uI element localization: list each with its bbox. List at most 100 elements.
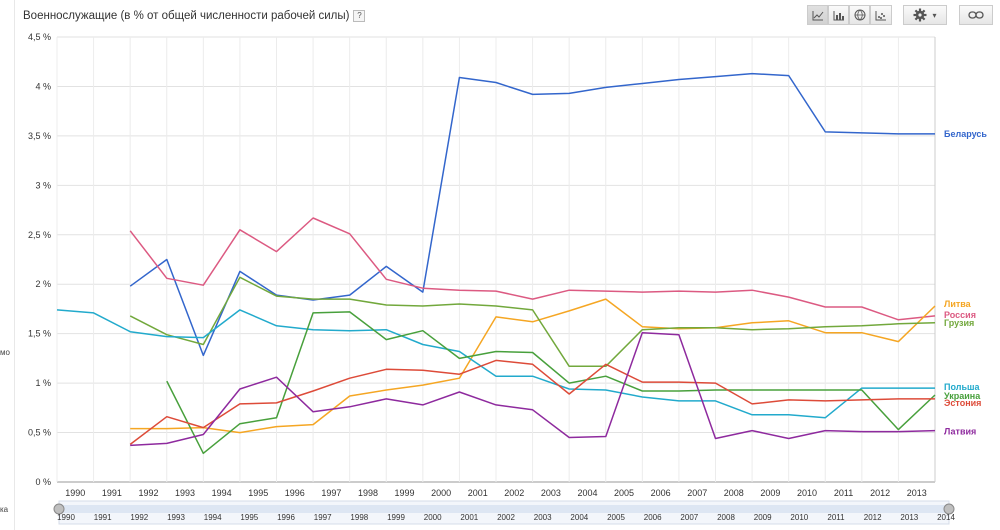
link-button[interactable] — [959, 5, 993, 25]
x-tick-label: 1994 — [212, 488, 232, 498]
x-tick-label: 2011 — [834, 488, 853, 498]
y-tick-label: 1,5 % — [28, 329, 51, 339]
series-line — [129, 359, 935, 445]
timeline-label: 2014 — [937, 513, 955, 522]
timeline-label: 2002 — [497, 513, 515, 522]
x-tick-label: 1992 — [138, 488, 158, 498]
timeline-label: 2005 — [607, 513, 625, 522]
series-line — [166, 311, 936, 455]
line-chart-icon — [812, 10, 823, 20]
grid — [56, 36, 936, 483]
y-tick-label: 2 % — [35, 279, 51, 289]
timeline-label: 2013 — [900, 513, 918, 522]
bar-chart-icon — [833, 10, 844, 20]
timeline-label: 1997 — [314, 513, 332, 522]
map-icon — [854, 9, 865, 21]
y-tick-label: 1 % — [35, 378, 51, 388]
series-line — [129, 276, 936, 368]
timeline-label: 2008 — [717, 513, 735, 522]
series-label: Латвия — [944, 427, 976, 437]
settings-button[interactable]: ▾ — [903, 5, 947, 25]
timeline-start-handle — [53, 503, 65, 515]
line-chart-button[interactable] — [807, 5, 828, 25]
y-tick-label: 0 % — [35, 477, 51, 487]
map-button[interactable] — [849, 5, 870, 25]
timeline-label: 1992 — [130, 513, 148, 522]
x-tick-label: 2005 — [614, 488, 634, 498]
timeline-range — [59, 505, 949, 513]
x-tick-label: 1997 — [321, 488, 341, 498]
x-tick-label: 2009 — [760, 488, 780, 498]
x-tick-label: 1998 — [358, 488, 378, 498]
left-panel-fragment: мо — [0, 348, 10, 357]
timeline-label: 1995 — [240, 513, 258, 522]
y-tick-label: 2,5 % — [28, 230, 51, 240]
series-lines — [56, 72, 936, 455]
x-tick-label: 2000 — [431, 488, 451, 498]
link-icon — [968, 11, 984, 19]
chart-title: Военнослужащие (в % от общей численности… — [23, 10, 366, 22]
timeline-label: 2009 — [754, 513, 772, 522]
x-tick-label: 1996 — [285, 488, 305, 498]
series-label: Грузия — [944, 318, 974, 328]
timeline-label: 1999 — [387, 513, 405, 522]
left-panel-fragment: ка — [0, 505, 9, 514]
y-tick-label: 0,5 % — [28, 428, 51, 438]
x-tick-label: 1995 — [248, 488, 268, 498]
timeline-label: 2000 — [424, 513, 442, 522]
x-tick-label: 2004 — [577, 488, 597, 498]
left-panel-edge: мо ка — [0, 0, 15, 530]
bar-chart-button[interactable] — [828, 5, 849, 25]
y-tick-label: 3,5 % — [28, 131, 51, 141]
timeline-label: 1998 — [350, 513, 368, 522]
series-line — [130, 331, 936, 447]
x-tick-label: 1999 — [395, 488, 415, 498]
timeline-end-handle — [943, 503, 955, 515]
timeline-label: 2010 — [790, 513, 808, 522]
y-tick-label: 3 % — [35, 180, 51, 190]
series-line — [129, 217, 936, 321]
series-line — [130, 298, 936, 434]
x-tick-label: 1993 — [175, 488, 195, 498]
x-tick-label: 2001 — [468, 488, 488, 498]
timeline-label: 1994 — [204, 513, 222, 522]
series-line — [129, 72, 935, 357]
series-label: Литва — [944, 299, 972, 309]
x-tick-label: 1990 — [65, 488, 85, 498]
y-tick-label: 4,5 % — [28, 32, 51, 42]
x-tick-label: 2012 — [870, 488, 890, 498]
timeline-label: 2003 — [534, 513, 552, 522]
timeline-label: 2011 — [827, 513, 845, 522]
series-label: Польша — [944, 382, 980, 392]
timeline-label: 1990 — [57, 513, 75, 522]
series-label: Беларусь — [944, 129, 987, 139]
y-tick-label: 4 % — [35, 81, 51, 91]
timeline-label: 2006 — [644, 513, 662, 522]
x-tick-label: 2010 — [797, 488, 817, 498]
x-tick-label: 1991 — [102, 488, 122, 498]
scatter-chart-icon — [875, 10, 886, 20]
timeline-label: 2001 — [460, 513, 478, 522]
x-tick-label: 2003 — [541, 488, 561, 498]
gear-icon — [913, 8, 927, 22]
timeline-slider[interactable]: 1990 1991 1992 1993 1994 1995 1996 1997 1998 1999… — [53, 500, 955, 525]
x-tick-label: 2006 — [651, 488, 671, 498]
timeline-label: 1993 — [167, 513, 185, 522]
x-tick-label: 2008 — [724, 488, 744, 498]
timeline-label: 2007 — [680, 513, 698, 522]
chevron-down-icon: ▾ — [932, 10, 937, 20]
timeline-label: 2004 — [570, 513, 588, 522]
series-label: Россия — [944, 310, 976, 320]
help-icon[interactable]: ? — [353, 10, 366, 22]
x-axis: 1990 1991 1992 1993 1994 1995 1996 1997 1998 1999… — [65, 488, 926, 498]
chart-title-text: Военнослужащие (в % от общей численности… — [23, 10, 350, 22]
x-tick-label: 2002 — [504, 488, 524, 498]
timeline-label: 1996 — [277, 513, 295, 522]
x-tick-label: 2007 — [687, 488, 707, 498]
y-axis: 0 % 0,5 % 1 % 1,5 % 2 % 2,5 % 3 % 3,5 % 4 % 4,5 % — [28, 32, 51, 487]
scatter-chart-button[interactable] — [870, 5, 892, 25]
series-label: Украина — [944, 391, 981, 401]
series-label: Эстония — [944, 398, 981, 408]
